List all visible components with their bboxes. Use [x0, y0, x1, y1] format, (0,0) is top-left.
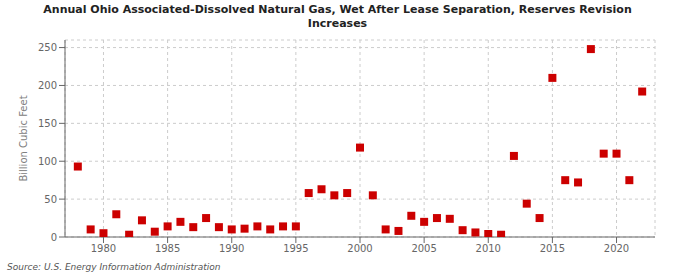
- svg-text:1995: 1995: [283, 243, 308, 254]
- svg-text:2015: 2015: [540, 243, 565, 254]
- svg-text:2000: 2000: [347, 243, 372, 254]
- svg-text:250: 250: [38, 42, 57, 53]
- svg-text:200: 200: [38, 80, 57, 91]
- svg-text:100: 100: [38, 156, 57, 167]
- svg-text:0: 0: [51, 232, 57, 243]
- svg-text:Billion Cubic Feet: Billion Cubic Feet: [18, 95, 29, 181]
- svg-text:1990: 1990: [219, 243, 244, 254]
- svg-text:2020: 2020: [604, 243, 629, 254]
- html-text:Increases: Increases: [307, 17, 368, 30]
- svg-text:1980: 1980: [91, 243, 116, 254]
- svg-text:150: 150: [38, 118, 57, 129]
- svg-text:50: 50: [44, 194, 57, 205]
- svg-text:2005: 2005: [411, 243, 436, 254]
- html-text:Source: U.S. Energy Informatio: Source: U.S. Energy Information Administ…: [7, 262, 221, 272]
- svg-text:1985: 1985: [155, 243, 180, 254]
- svg-text:2010: 2010: [476, 243, 501, 254]
- html-text:Annual Ohio Associated-Dissolv: Annual Ohio Associated-Dissolved Natural…: [43, 3, 632, 16]
